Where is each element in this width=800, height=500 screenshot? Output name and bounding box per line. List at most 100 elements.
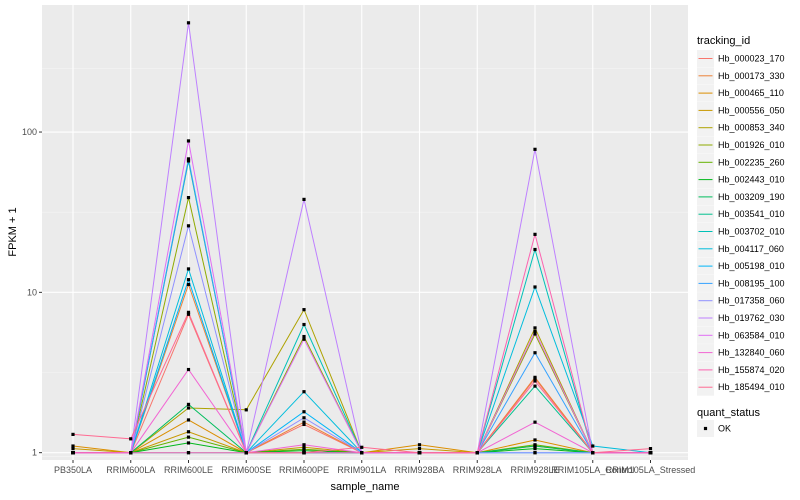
y-tick-label: 1 — [32, 448, 37, 458]
legend-label: Hb_008195_100 — [718, 278, 785, 288]
legend-label: Hb_003209_190 — [718, 192, 785, 202]
x-axis-title: sample_name — [330, 481, 399, 493]
legend-label: Hb_000853_340 — [718, 123, 785, 133]
data-point — [533, 285, 537, 289]
x-tick-label: RRIM600LA — [106, 465, 155, 475]
y-axis-title: FPKM + 1 — [7, 207, 19, 256]
data-point — [186, 267, 191, 271]
data-point — [648, 447, 653, 451]
data-point — [302, 334, 306, 339]
data-point — [186, 282, 191, 287]
data-point — [186, 418, 191, 422]
data-point — [186, 159, 191, 163]
data-point — [533, 326, 537, 330]
legend-title: tracking_id — [697, 35, 750, 47]
legend-item: Hb_003209_190 — [697, 188, 785, 206]
legend-item: Hb_132840_060 — [697, 344, 785, 362]
data-point — [186, 195, 191, 200]
data-point — [302, 197, 306, 202]
legend-label: Hb_003702_010 — [718, 227, 785, 237]
legend-label: Hb_017358_060 — [718, 296, 785, 306]
data-point — [186, 441, 191, 445]
legend-item: Hb_185494_010 — [697, 378, 785, 396]
data-point — [71, 451, 75, 455]
data-point — [71, 432, 75, 436]
data-point — [302, 322, 306, 327]
legend-label: Hb_063584_010 — [718, 330, 785, 340]
data-point — [533, 438, 537, 442]
legend-label: Hb_000556_050 — [718, 105, 785, 115]
y-tick-label: 100 — [22, 127, 37, 137]
data-points — [71, 21, 653, 455]
square-marker-icon — [703, 426, 708, 431]
data-point — [302, 420, 306, 424]
data-point — [186, 430, 191, 434]
data-point — [533, 375, 537, 379]
data-point — [591, 451, 595, 455]
data-point — [533, 147, 537, 151]
legend-label: Hb_000173_330 — [718, 71, 785, 81]
data-point — [533, 444, 537, 448]
data-point — [533, 379, 537, 383]
grid-lines — [42, 5, 688, 460]
data-point — [533, 329, 537, 334]
legend-label: Hb_005198_010 — [718, 261, 785, 271]
x-tick-label: RRIM928LE — [510, 465, 559, 475]
x-tick-label: RRIM105LA_Stressed — [606, 465, 696, 475]
legend: tracking_id Hb_000023_170Hb_000173_330Hb… — [697, 35, 785, 396]
legend-item: Hb_005198_010 — [697, 257, 785, 275]
legend-label: Hb_000465_110 — [718, 88, 784, 98]
legend-label: Hb_004117_060 — [718, 244, 784, 254]
data-point — [186, 402, 191, 407]
data-point — [302, 443, 306, 447]
data-point — [186, 435, 191, 439]
data-point — [533, 232, 537, 236]
legend-item: Hb_004117_060 — [697, 240, 784, 258]
data-point — [302, 449, 306, 453]
legend-item: Hb_002443_010 — [697, 171, 785, 189]
shape-legend-item: OK — [697, 420, 731, 437]
legend-item: Hb_155874_020 — [697, 361, 785, 379]
data-point — [302, 390, 306, 394]
data-point — [533, 351, 537, 355]
data-point — [533, 451, 537, 455]
legend-label: Hb_019762_030 — [718, 313, 785, 323]
data-point — [302, 308, 306, 312]
legend-label: Hb_003541_010 — [718, 209, 785, 219]
x-tick-label: RRIM928LA — [453, 465, 502, 475]
shape-legend-label: OK — [718, 424, 731, 434]
data-point — [533, 332, 537, 336]
legend-label: Hb_155874_020 — [718, 365, 785, 375]
data-point — [129, 451, 133, 455]
legend-item: Hb_001926_010 — [697, 136, 785, 154]
legend-item: Hb_000173_330 — [697, 67, 785, 85]
data-point — [186, 21, 191, 25]
data-point — [417, 443, 422, 447]
data-point — [302, 445, 306, 449]
data-point — [302, 416, 306, 420]
data-point — [360, 451, 364, 455]
legend-item: Hb_008195_100 — [697, 274, 785, 292]
data-point — [186, 278, 191, 282]
shape-legend: quant_status OK — [697, 407, 760, 437]
legend-items: Hb_000023_170 Hb_000173_330 Hb_000465_110 H… — [697, 50, 785, 396]
x-tick-label: RRIM105LA_Control — [551, 465, 634, 475]
data-point — [591, 444, 595, 448]
legend-item: Hb_000023_170 — [697, 50, 785, 67]
data-point — [186, 139, 191, 143]
data-point — [533, 420, 537, 424]
data-point — [533, 247, 537, 252]
legend-label: Hb_001926_010 — [718, 140, 785, 150]
x-tick-label: RRIM928BA — [394, 465, 444, 475]
data-point — [71, 444, 75, 448]
shape-legend-title: quant_status — [697, 407, 760, 419]
data-point — [302, 422, 306, 427]
legend-item: Hb_000853_340 — [697, 119, 785, 137]
data-point — [648, 451, 653, 455]
data-point — [186, 157, 191, 161]
legend-label: Hb_000023_170 — [718, 54, 785, 64]
data-point — [244, 408, 248, 412]
x-tick-label: RRIM600SE — [221, 465, 271, 475]
x-tick-label: RRIM600PE — [279, 465, 329, 475]
